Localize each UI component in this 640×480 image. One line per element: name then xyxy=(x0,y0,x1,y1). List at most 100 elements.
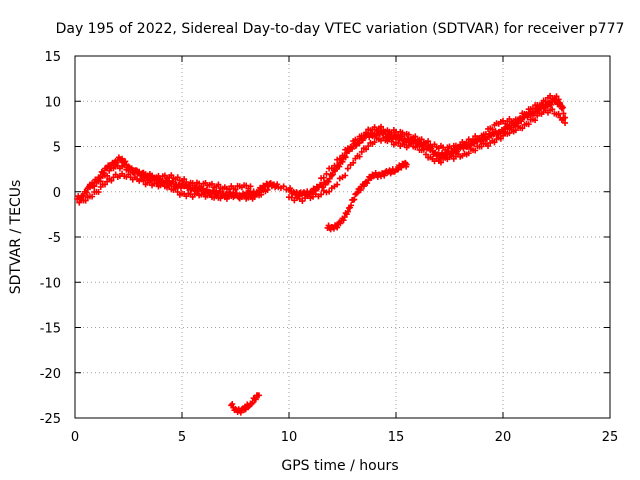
data-point xyxy=(470,136,477,143)
data-point xyxy=(532,117,539,124)
data-point xyxy=(108,177,115,184)
data-point xyxy=(405,131,412,138)
data-point xyxy=(258,191,265,198)
data-point xyxy=(347,143,354,150)
data-point xyxy=(553,93,560,100)
data-point xyxy=(395,139,402,146)
y-tick-label: -25 xyxy=(40,412,61,427)
data-point xyxy=(104,172,111,179)
data-point xyxy=(360,133,367,140)
data-point xyxy=(122,158,129,165)
data-point xyxy=(237,409,244,416)
data-point xyxy=(336,163,343,170)
data-point xyxy=(485,142,492,149)
data-point xyxy=(318,191,325,198)
data-point xyxy=(351,196,358,203)
data-point xyxy=(247,183,254,190)
data-point xyxy=(174,174,181,181)
data-point xyxy=(395,166,402,173)
data-point xyxy=(166,182,173,189)
data-point xyxy=(280,183,287,190)
data-point xyxy=(549,106,556,113)
data-point xyxy=(206,190,213,197)
data-point xyxy=(425,138,432,145)
data-point xyxy=(344,165,351,172)
data-point xyxy=(320,174,327,181)
data-point xyxy=(245,403,252,410)
x-tick-label: 15 xyxy=(388,430,405,445)
data-point xyxy=(542,98,549,105)
data-point xyxy=(547,92,554,99)
y-tick-label: -5 xyxy=(48,231,61,246)
data-point xyxy=(471,140,478,147)
x-tick-label: 0 xyxy=(71,430,79,445)
x-tick-label: 5 xyxy=(178,430,186,445)
data-point xyxy=(422,151,429,158)
data-point xyxy=(83,189,90,196)
data-points xyxy=(74,92,569,416)
data-point xyxy=(388,138,395,145)
x-tick-label: 20 xyxy=(495,430,512,445)
data-point xyxy=(342,172,349,179)
data-point xyxy=(350,159,357,166)
data-point xyxy=(489,126,496,133)
data-point xyxy=(536,103,543,110)
data-point xyxy=(208,180,215,187)
data-point xyxy=(562,119,569,126)
data-point xyxy=(363,146,370,153)
data-point xyxy=(339,158,346,165)
data-point xyxy=(121,162,128,169)
x-axis-label: GPS time / hours xyxy=(281,458,398,474)
chart-title: Day 195 of 2022, Sidereal Day-to-day VTE… xyxy=(56,21,625,37)
data-point xyxy=(371,139,378,146)
data-point xyxy=(342,154,349,161)
data-point xyxy=(544,103,551,110)
data-point xyxy=(229,400,236,407)
data-point xyxy=(82,197,89,204)
y-tick-label: -20 xyxy=(40,367,61,382)
data-point xyxy=(420,146,427,153)
data-point xyxy=(97,178,104,185)
data-point xyxy=(358,148,365,155)
data-point xyxy=(140,177,147,184)
data-point xyxy=(518,118,525,125)
data-point xyxy=(348,202,355,209)
y-axis-label: SDTVAR / TECUs xyxy=(8,180,24,295)
y-tick-label: 10 xyxy=(44,95,61,110)
data-point xyxy=(274,181,281,188)
data-point xyxy=(414,143,421,150)
axis-ticks: 0 5 10 15 20 25 -25 -20 -15 -10 -5 0 5 10 15 xyxy=(40,50,619,445)
data-point xyxy=(334,224,341,231)
data-point xyxy=(76,199,83,206)
data-point xyxy=(215,181,222,188)
data-point xyxy=(418,136,425,143)
data-point xyxy=(403,161,410,168)
data-point xyxy=(398,164,405,171)
data-point xyxy=(241,192,248,199)
data-point xyxy=(251,193,258,200)
data-point xyxy=(523,110,530,117)
y-tick-label: -15 xyxy=(40,322,61,337)
data-point xyxy=(558,103,565,110)
data-point xyxy=(264,186,271,193)
data-point xyxy=(381,172,388,179)
x-tick-label: 10 xyxy=(281,430,298,445)
data-point xyxy=(519,125,526,132)
data-point xyxy=(344,208,351,215)
grid-lines xyxy=(75,56,610,418)
data-point xyxy=(334,181,341,188)
data-point xyxy=(465,150,472,157)
data-point xyxy=(560,115,567,122)
y-tick-label: 0 xyxy=(53,186,61,201)
data-point xyxy=(249,399,256,406)
data-point xyxy=(359,137,366,144)
data-point xyxy=(437,159,444,166)
y-tick-label: -10 xyxy=(40,276,61,291)
data-point xyxy=(217,195,224,202)
data-point xyxy=(84,185,91,192)
data-point xyxy=(149,172,156,179)
data-point xyxy=(463,139,470,146)
data-point xyxy=(506,130,513,137)
data-point xyxy=(331,162,338,169)
